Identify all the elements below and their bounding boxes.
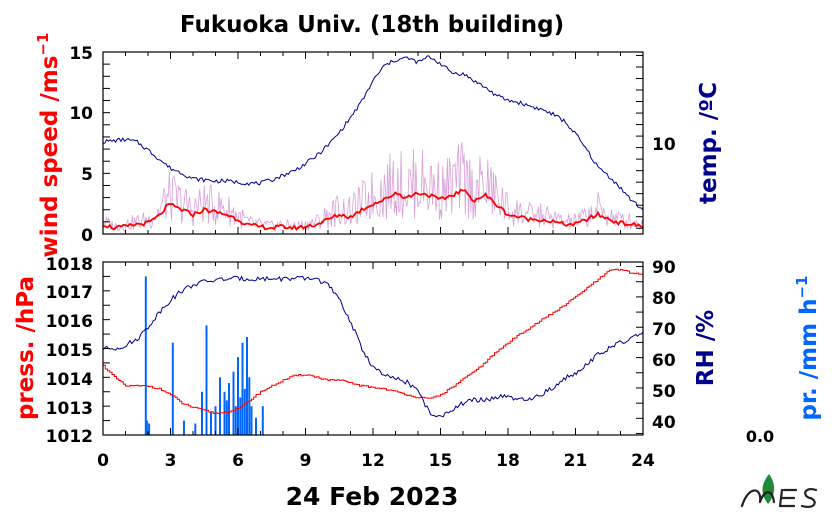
mes-logo (740, 474, 818, 508)
precipitation-bar (171, 342, 174, 435)
precipitation-bar (228, 383, 230, 435)
precipitation-bar (248, 377, 251, 435)
wind-speed-axis-label-text: wind speed /ms (37, 56, 63, 258)
top-left-tick-label: 0 (81, 226, 93, 246)
precipitation-bar (201, 391, 203, 436)
wind-speed-axis-label: wind speed /ms−1 (34, 33, 63, 258)
bottom-right-tick-label: 90 (652, 258, 676, 278)
bottom-left-tick-label: 1012 (46, 427, 93, 447)
bottom-right-tick-label: 50 (652, 382, 676, 402)
bottom-right-tick-label: 60 (652, 351, 676, 371)
precipitation-bar (239, 397, 242, 435)
x-tick-label: 6 (232, 451, 244, 471)
bottom-left-tick-label: 1018 (46, 255, 93, 275)
precipitation-axis-label-sup: −1 (793, 275, 811, 298)
top-left-tick-label: 15 (69, 44, 93, 64)
bottom-tick-marks (102, 261, 644, 436)
precipitation-total: 0.0 (746, 427, 774, 446)
rh-axis-label: RH /% (693, 310, 719, 386)
bottom-right-tick-label: 80 (652, 289, 676, 309)
bottom-panel-frame (102, 261, 644, 436)
precipitation-bar (144, 276, 147, 435)
bottom-right-tick-labels: 40 50 60 70 80 90 (652, 258, 676, 433)
precipitation-bar (250, 406, 253, 435)
precipitation-bar (145, 420, 148, 435)
logo-leaf-icon (762, 474, 775, 504)
precipitation-bar (214, 406, 217, 435)
bottom-left-tick-label: 1015 (46, 341, 93, 361)
x-tick-label: 9 (300, 451, 312, 471)
precipitation-bar (223, 391, 226, 436)
x-tick-label: 0 (97, 451, 109, 471)
precipitation-bar (246, 337, 248, 435)
precipitation-axis-label: pr. /mm h−1 (793, 275, 822, 420)
bottom-left-tick-label: 1016 (46, 312, 93, 332)
rh-line (102, 275, 644, 418)
precipitation-bar (243, 388, 246, 435)
x-tick-label: 18 (496, 451, 520, 471)
pressure-axis-label: press. /hPa (13, 276, 39, 420)
x-tick-label: 15 (429, 451, 453, 471)
bottom-plot-area (102, 268, 644, 436)
figure-title: Fukuoka Univ. (18th building) (180, 12, 564, 38)
bottom-right-tick-label: 40 (652, 413, 676, 433)
top-left-tick-label: 10 (69, 104, 93, 124)
bottom-left-tick-labels: 1012 1013 1014 1015 1016 1017 1018 (46, 255, 93, 447)
x-tick-label: 3 (165, 451, 177, 471)
bottom-right-tick-label: 70 (652, 320, 676, 340)
wind-speed-raw-line (102, 141, 644, 233)
x-tick-labels: 0 3 6 9 12 15 18 21 24 (97, 451, 655, 471)
temperature-line (102, 55, 644, 211)
top-panel: 0 5 10 15 10 wind speed /ms−1 temp. /ºC (34, 33, 722, 258)
top-right-tick-label: 10 (652, 135, 676, 155)
top-left-tick-labels: 0 5 10 15 (69, 44, 93, 246)
wind-speed-axis-label-sup: −1 (34, 33, 52, 56)
precipitation-bar (232, 371, 235, 435)
bottom-left-tick-label: 1014 (46, 370, 93, 390)
precipitation-bar (261, 406, 264, 435)
x-tick-label: 24 (631, 451, 655, 471)
x-tick-label: 21 (564, 451, 588, 471)
temperature-axis-label: temp. /ºC (696, 82, 722, 204)
precipitation-bar (183, 420, 185, 435)
logo-script-mark (740, 488, 818, 508)
precipitation-bar (234, 406, 237, 435)
top-tick-marks (102, 51, 644, 235)
precipitation-bar (210, 411, 212, 435)
bottom-panel: 1012 1013 1014 1015 1016 1017 1018 40 50… (13, 255, 822, 447)
precipitation-bar (237, 357, 239, 435)
pressure-line (103, 268, 644, 414)
bottom-left-tick-label: 1013 (46, 399, 93, 419)
precipitation-bar (194, 423, 197, 435)
date-label: 24 Feb 2023 (286, 482, 459, 511)
precipitation-bar (205, 325, 208, 435)
x-tick-label: 12 (361, 451, 385, 471)
precipitation-bar (225, 400, 228, 435)
bottom-left-tick-label: 1017 (46, 283, 93, 303)
precipitation-bar (148, 423, 151, 435)
wind-speed-line (102, 188, 644, 231)
precipitation-bar (219, 377, 221, 435)
precipitation-bar (241, 342, 244, 435)
precipitation-bar (255, 417, 257, 435)
precipitation-axis-label-text: pr. /mm h (796, 299, 822, 421)
top-left-tick-label: 5 (81, 165, 93, 185)
top-plot-area (102, 55, 644, 233)
